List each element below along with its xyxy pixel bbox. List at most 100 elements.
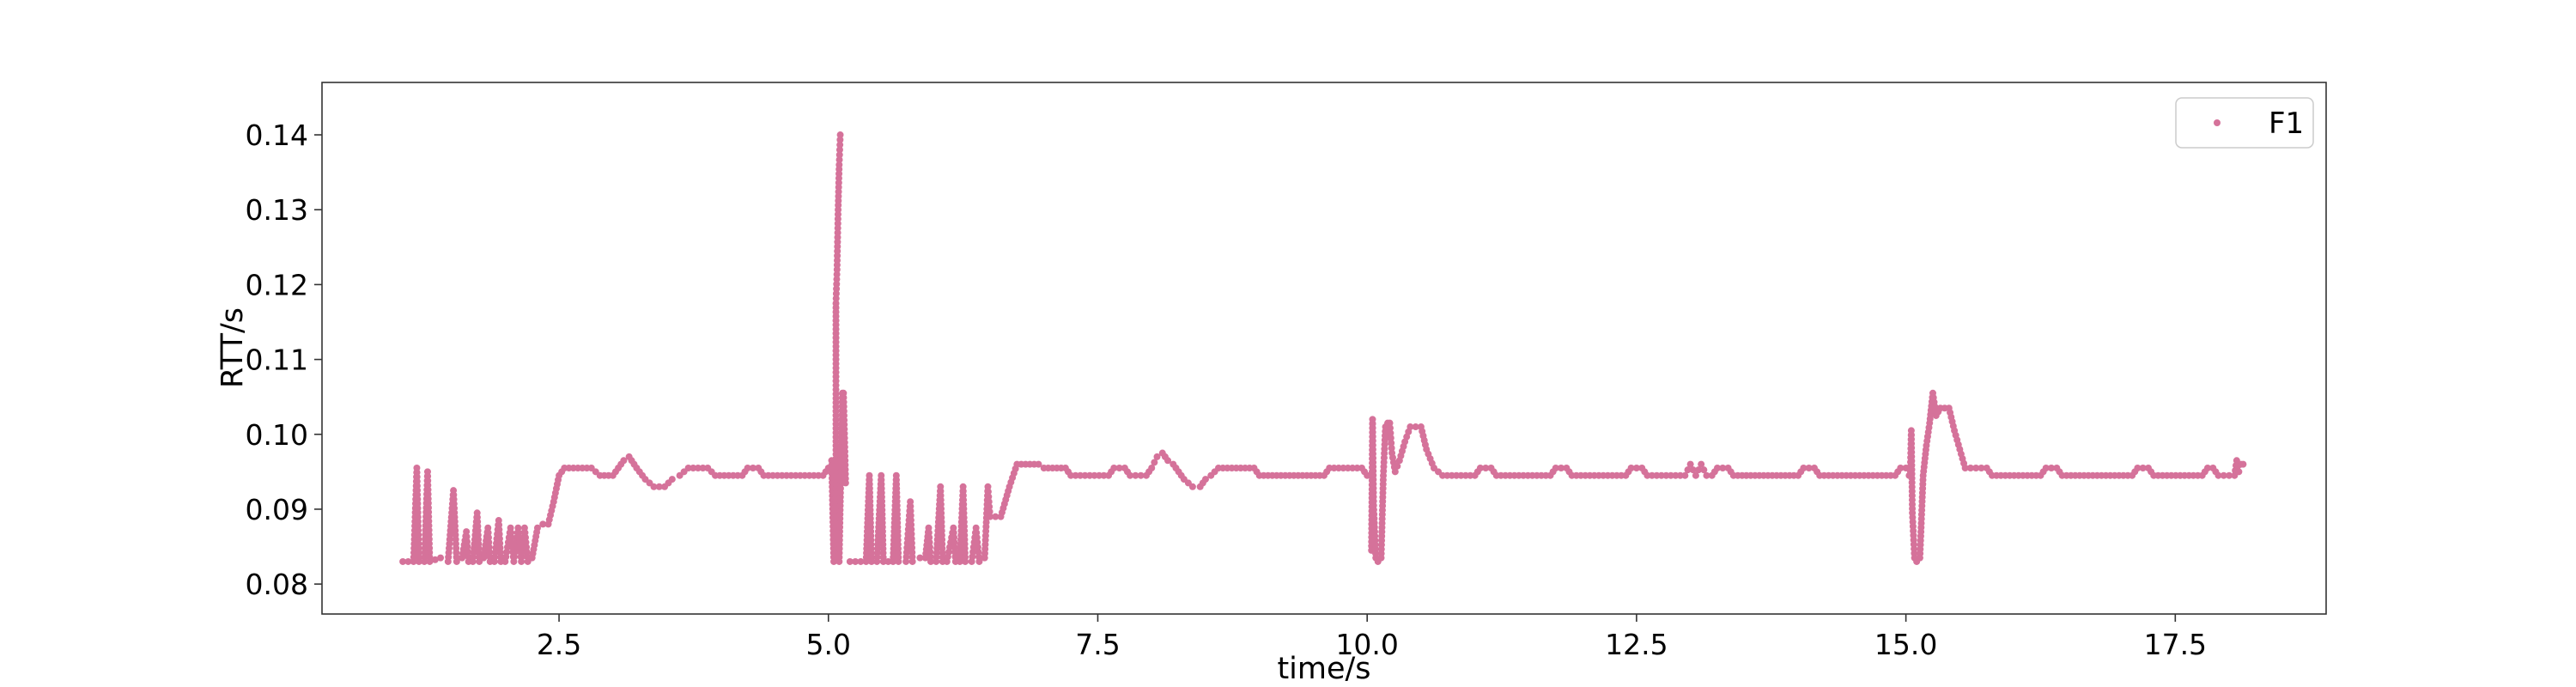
data-point <box>1148 464 1156 471</box>
data-point <box>1110 464 1118 471</box>
data-point <box>1698 460 1705 468</box>
data-point <box>908 557 916 565</box>
data-point <box>1067 471 1075 479</box>
data-point <box>1800 464 1807 471</box>
data-point <box>2134 464 2142 471</box>
data-point <box>2048 464 2056 471</box>
data-point <box>650 483 658 490</box>
y-tick-label: 0.10 <box>246 418 308 452</box>
y-tick-label: 0.11 <box>246 344 308 377</box>
data-point <box>694 464 702 471</box>
data-point <box>832 295 840 302</box>
y-tick-label: 0.08 <box>246 568 308 601</box>
x-tick-label: 17.5 <box>2144 628 2207 661</box>
data-point <box>431 556 439 563</box>
data-point <box>2220 471 2227 479</box>
data-point <box>399 557 407 565</box>
data-point <box>1552 464 1559 471</box>
data-point <box>916 554 924 562</box>
data-point <box>1805 464 1813 471</box>
data-point <box>415 557 422 565</box>
data-point <box>1700 466 1708 474</box>
data-point <box>453 557 460 565</box>
data-point <box>1072 471 1079 479</box>
legend-box <box>2175 97 2314 149</box>
data-point <box>1096 471 1103 479</box>
data-point <box>1695 466 1703 474</box>
data-point <box>1653 471 1661 479</box>
data-point <box>2203 464 2211 471</box>
data-point <box>835 161 843 168</box>
data-points <box>399 131 2247 565</box>
data-point <box>1201 476 1209 483</box>
data-point <box>985 498 993 506</box>
legend-label-f1: F1 <box>2269 106 2304 141</box>
data-point <box>1127 471 1134 479</box>
data-point <box>1132 471 1139 479</box>
data-point <box>1406 423 1414 431</box>
data-point <box>668 476 676 483</box>
data-point <box>836 136 844 143</box>
data-point <box>986 503 993 511</box>
data-point <box>1476 464 1484 471</box>
data-point <box>1897 464 1905 471</box>
x-tick-label: 5.0 <box>806 628 851 661</box>
y-axis-ticks: 0.08 0.09 0.10 0.11 0.12 0.13 0.14 <box>246 119 322 601</box>
data-point <box>835 156 843 164</box>
data-point <box>984 488 992 495</box>
data-point <box>1151 459 1158 466</box>
data-point <box>986 508 993 515</box>
data-point <box>835 146 843 154</box>
y-tick-label: 0.09 <box>246 493 308 526</box>
data-point <box>1388 439 1395 447</box>
data-point <box>1961 464 1969 471</box>
data-point <box>1482 464 1490 471</box>
data-point <box>404 557 412 565</box>
data-point <box>1714 464 1722 471</box>
data-point <box>1386 424 1394 432</box>
x-axis-label: time/s <box>1277 652 1370 686</box>
data-point <box>463 528 471 536</box>
data-point <box>1412 423 1419 431</box>
data-point <box>1035 460 1042 468</box>
data-point <box>836 141 844 149</box>
data-point <box>2215 471 2222 479</box>
data-point <box>895 557 902 565</box>
data-point <box>655 483 663 490</box>
data-point <box>2239 460 2247 468</box>
data-point <box>1394 462 1401 470</box>
data-point <box>1684 466 1692 474</box>
data-point <box>1972 464 1980 471</box>
data-point <box>533 524 541 532</box>
data-point <box>1077 471 1084 479</box>
data-point <box>833 276 841 283</box>
data-point <box>463 538 471 545</box>
data-point <box>539 520 547 528</box>
x-tick-label: 12.5 <box>1605 628 1668 661</box>
data-point <box>426 557 434 565</box>
data-point <box>846 557 854 565</box>
data-point <box>1632 464 1640 471</box>
y-tick-label: 0.12 <box>246 268 308 301</box>
data-point <box>1978 464 1985 471</box>
data-point <box>2235 468 2243 476</box>
y-tick-label: 0.13 <box>246 193 308 227</box>
data-point <box>1662 471 1670 479</box>
x-tick-label: 15.0 <box>1874 628 1937 661</box>
data-point <box>879 557 887 565</box>
data-point <box>744 464 751 471</box>
data-point <box>1153 453 1161 460</box>
data-point <box>1627 464 1635 471</box>
data-point <box>437 554 445 562</box>
data-point <box>832 300 840 307</box>
data-point <box>1672 471 1680 479</box>
data-point <box>620 457 628 465</box>
data-point <box>1386 419 1394 427</box>
data-point <box>833 280 841 288</box>
data-point <box>464 548 471 556</box>
data-point <box>927 557 934 565</box>
data-point <box>2139 464 2147 471</box>
data-point <box>1648 471 1656 479</box>
